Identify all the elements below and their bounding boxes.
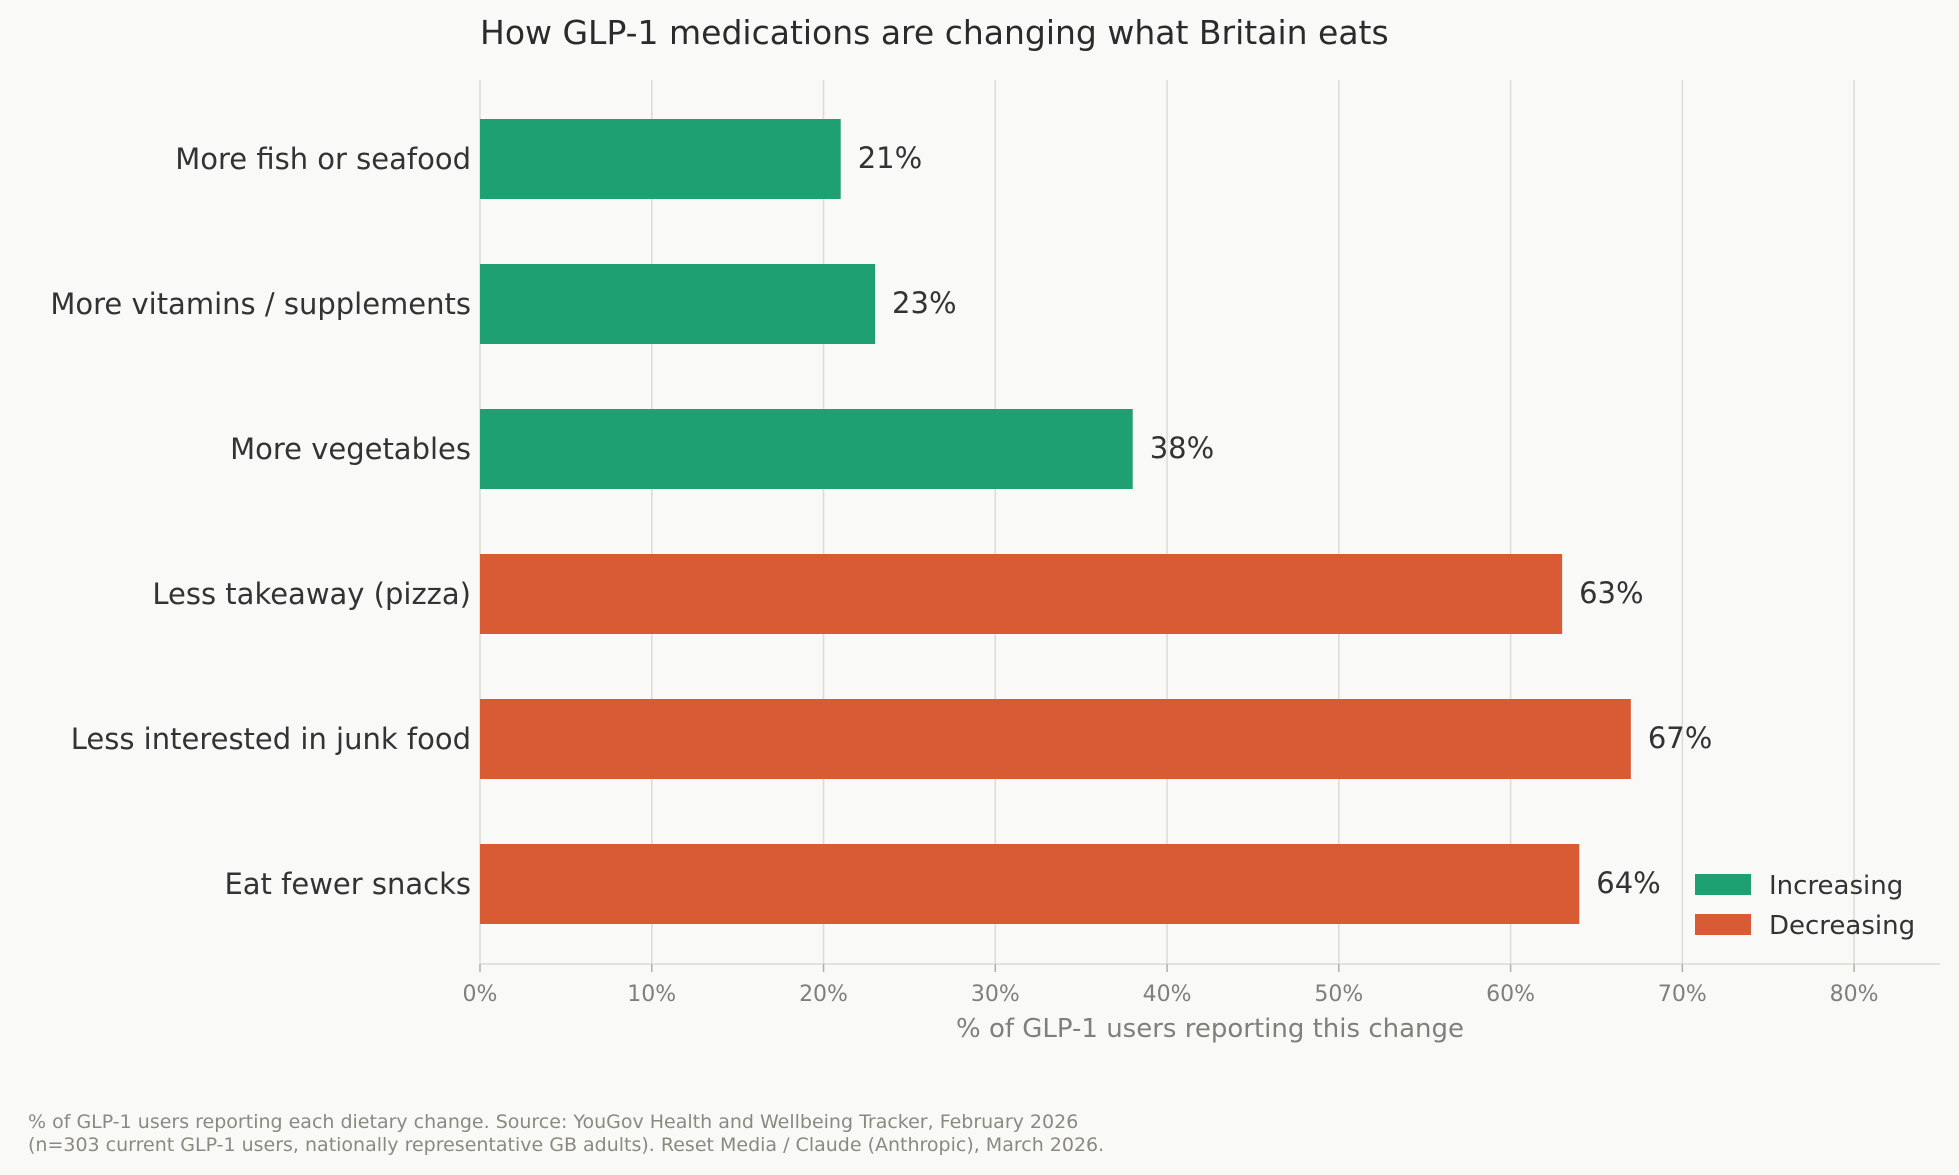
x-axis-title: % of GLP-1 users reporting this change: [956, 1014, 1464, 1044]
footnote: % of GLP-1 users reporting each dietary …: [28, 1111, 1104, 1157]
category-label: More fish or seafood: [175, 142, 471, 176]
x-tick-label: 20%: [799, 982, 848, 1007]
chart-title: How GLP-1 medications are changing what …: [480, 13, 1389, 52]
value-label: 38%: [1150, 431, 1214, 465]
value-label: 67%: [1648, 721, 1712, 755]
bar: [480, 699, 1631, 779]
bar: [480, 264, 876, 344]
bar: [480, 119, 841, 199]
x-tick-label: 30%: [971, 982, 1020, 1007]
value-label: 64%: [1596, 866, 1660, 900]
x-tick-label: 0%: [463, 982, 498, 1007]
value-label: 63%: [1579, 576, 1643, 610]
category-label: Less takeaway (pizza): [152, 577, 471, 611]
value-label: 21%: [858, 141, 922, 175]
x-tick-label: 10%: [627, 982, 676, 1007]
legend-label: Increasing: [1769, 871, 1903, 901]
bar: [480, 554, 1563, 634]
legend-label: Decreasing: [1769, 911, 1915, 941]
x-tick-label: 50%: [1314, 982, 1363, 1007]
bar: [480, 844, 1580, 924]
category-label: Eat fewer snacks: [224, 867, 471, 901]
x-tick-label: 40%: [1143, 982, 1192, 1007]
footnote-line-1: % of GLP-1 users reporting each dietary …: [28, 1111, 1079, 1133]
value-label: 23%: [892, 286, 956, 320]
legend-swatch: [1695, 914, 1751, 935]
x-tick-label: 60%: [1486, 982, 1535, 1007]
bar: [480, 409, 1133, 489]
category-label: More vegetables: [230, 432, 471, 466]
legend-swatch: [1695, 874, 1751, 895]
x-tick-label: 80%: [1830, 982, 1879, 1007]
footnote-line-2: (n=303 current GLP-1 users, nationally r…: [28, 1134, 1105, 1156]
category-label: More vitamins / supplements: [50, 287, 471, 321]
category-label: Less interested in junk food: [71, 722, 471, 756]
x-tick-label: 70%: [1658, 982, 1707, 1007]
